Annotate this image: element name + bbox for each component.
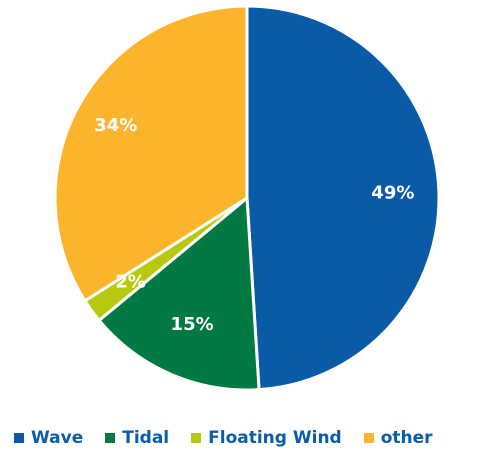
chart-legend: Wave Tidal Floating Wind other [14, 428, 433, 448]
legend-item-wave: Wave [14, 428, 83, 448]
legend-label-floating-wind: Floating Wind [208, 428, 342, 448]
legend-label-tidal: Tidal [122, 428, 170, 448]
pie-label-other: 34% [94, 115, 137, 136]
pie-label-floating-wind: 2% [115, 272, 146, 293]
pie-chart-svg: 49% 15% 2% 34% [53, 4, 441, 392]
legend-swatch-floating-wind [191, 433, 202, 443]
legend-swatch-wave [14, 433, 24, 443]
pie-slice-tidal [96, 194, 261, 392]
pie-slice-wave [245, 4, 441, 392]
pie-label-wave: 49% [371, 182, 414, 203]
pie-slices [53, 4, 441, 392]
legend-item-other: other [363, 428, 433, 448]
legend-label-wave: Wave [31, 428, 84, 448]
pie-labels: 49% 15% 2% 34% [94, 115, 414, 335]
pie-slice-other [53, 4, 249, 303]
legend-item-floating-wind: Floating Wind [191, 428, 342, 448]
pie-label-tidal: 15% [171, 314, 214, 335]
legend-swatch-other [363, 433, 374, 443]
legend-item-tidal: Tidal [105, 428, 169, 448]
legend-swatch-tidal [105, 433, 116, 443]
legend-label-other: other [380, 428, 433, 448]
